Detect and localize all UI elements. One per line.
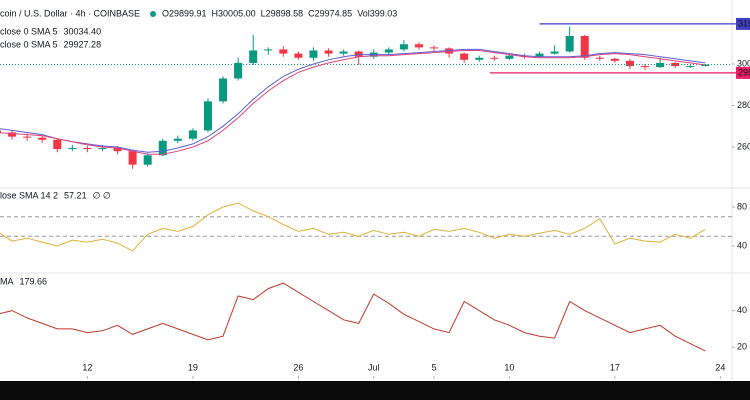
candle-body [219,78,228,102]
candle-body [23,136,32,138]
candle-body [430,47,439,49]
candle-body [610,58,619,61]
candle-body [414,44,423,48]
bottom-bar [0,381,750,400]
y-tick-label: 28000 [737,100,750,110]
candle-body [686,66,695,68]
legend-extra: ∅ ∅ [93,190,111,200]
legend-value: 57.21 [64,190,87,200]
candle-body [8,132,17,137]
legend-name: lose SMA 14 2 [0,190,58,200]
candle-body [565,35,574,52]
x-tick-label: 12 [82,362,92,372]
legend-value: 30034.40 [64,26,102,36]
ohlc-value: H30005.00 [212,8,256,18]
candle-body [641,66,650,68]
price-level-label: 31930 [738,18,750,28]
legend-name: MA [0,276,14,286]
candle-body [294,53,303,58]
candle-body [53,139,62,150]
y-tick-label: 26000 [737,141,750,151]
candle-body [158,140,167,156]
ohlc-value: O29899.91 [162,8,207,18]
candle-body [625,60,634,67]
legend-value: 29927.28 [64,39,102,49]
price-level-label: 29570 [738,67,750,77]
candle-body [535,53,544,57]
candle-body [234,62,243,79]
y-tick-label: 40 [737,240,747,250]
candle-body [264,49,273,51]
ohlc-value: L29898.58 [261,8,304,18]
x-tick-label: 24 [715,362,725,372]
candle-body [701,64,710,67]
candle-body [580,35,589,58]
candle-body [0,130,1,133]
x-tick-label: 17 [610,362,620,372]
candle-body [339,51,348,54]
candle-body [143,155,152,165]
candle-body [128,151,137,165]
y-tick-label: 80 [737,201,747,211]
candle-body [475,57,484,60]
legend-name: close 0 SMA 5 [0,26,58,36]
ohlc-value: C29974.85 [308,8,352,18]
x-tick-label: 10 [504,362,514,372]
candle-body [505,55,514,59]
candle-body [279,49,288,54]
candle-body [38,137,47,140]
candle-body [173,138,182,141]
y-tick-label: 30000 [737,58,750,68]
candle-body [656,62,665,68]
y-tick-label: 20 [737,342,747,352]
candle-body [490,57,499,59]
candle-body [83,148,92,150]
candle-body [68,148,77,150]
symbol-title: coin / U.S. Dollar · 4h · COINBASE [0,8,140,18]
series-line [0,202,706,252]
candle-body [188,130,197,139]
ohlc-value: Vol399.03 [357,8,397,18]
legend-name: close 0 SMA 5 [0,39,58,49]
candle-body [384,49,393,53]
candle-body [460,53,469,60]
y-tick-label: 40 [737,305,747,315]
series-line [0,282,706,352]
x-tick-label: 5 [432,362,437,372]
candle-body [203,101,212,131]
candle-body [113,148,122,152]
legend-value: 179.66 [20,276,48,286]
candle-body [399,44,408,50]
series-line [0,48,706,153]
x-tick-label: 19 [188,362,198,372]
x-tick-label: 26 [293,362,303,372]
candle-body [595,57,604,59]
price-level-box [736,17,750,30]
status-dot [150,11,156,17]
candle-body [98,148,107,150]
candle-body [249,50,258,63]
candle-body [324,50,333,54]
candle-body [550,51,559,54]
x-tick-label: Jul [368,362,380,372]
price-level-box [736,66,750,79]
series-line [0,50,706,155]
candle-body [309,50,318,58]
